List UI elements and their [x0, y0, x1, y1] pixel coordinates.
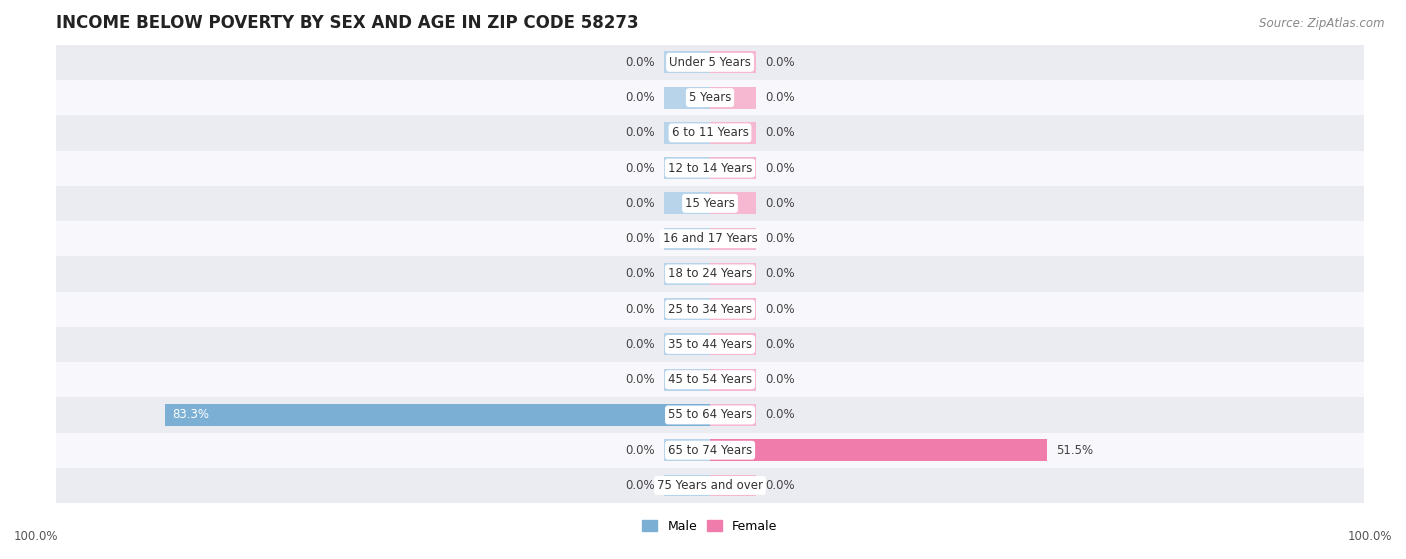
Text: 0.0%: 0.0% [766, 302, 796, 316]
Bar [166, 404, 710, 426]
Text: 65 to 74 Years: 65 to 74 Years [668, 444, 752, 457]
Bar [56, 468, 1364, 503]
Bar [710, 475, 756, 496]
Bar [710, 51, 756, 73]
Bar [664, 228, 710, 249]
Bar [56, 45, 1364, 80]
Bar [56, 292, 1364, 327]
Bar [710, 299, 756, 320]
Text: 0.0%: 0.0% [766, 162, 796, 174]
Text: 12 to 14 Years: 12 to 14 Years [668, 162, 752, 174]
Text: 0.0%: 0.0% [624, 126, 654, 139]
Text: 5 Years: 5 Years [689, 91, 731, 104]
Text: 0.0%: 0.0% [766, 91, 796, 104]
Bar [710, 439, 1046, 461]
Bar [664, 475, 710, 496]
Text: 18 to 24 Years: 18 to 24 Years [668, 267, 752, 281]
Text: 0.0%: 0.0% [624, 232, 654, 245]
Bar [710, 87, 756, 108]
Text: 0.0%: 0.0% [766, 126, 796, 139]
Bar [56, 115, 1364, 150]
Text: 100.0%: 100.0% [1347, 530, 1392, 543]
Text: 0.0%: 0.0% [624, 338, 654, 351]
Legend: Male, Female: Male, Female [637, 515, 783, 538]
Text: 0.0%: 0.0% [624, 197, 654, 210]
Bar [710, 157, 756, 179]
Text: 0.0%: 0.0% [624, 267, 654, 281]
Text: 0.0%: 0.0% [766, 56, 796, 69]
Bar [56, 150, 1364, 186]
Text: 0.0%: 0.0% [624, 56, 654, 69]
Bar [56, 80, 1364, 115]
Bar [710, 334, 756, 356]
Bar [664, 157, 710, 179]
Text: 100.0%: 100.0% [14, 530, 59, 543]
Bar [710, 122, 756, 144]
Text: 0.0%: 0.0% [766, 197, 796, 210]
Bar [664, 192, 710, 214]
Text: 51.5%: 51.5% [1056, 444, 1094, 457]
Bar [56, 397, 1364, 433]
Bar [56, 362, 1364, 397]
Text: 0.0%: 0.0% [624, 479, 654, 492]
Text: 0.0%: 0.0% [624, 162, 654, 174]
Bar [56, 327, 1364, 362]
Bar [664, 122, 710, 144]
Text: 0.0%: 0.0% [766, 409, 796, 421]
Bar [664, 263, 710, 285]
Bar [710, 369, 756, 391]
Text: 6 to 11 Years: 6 to 11 Years [672, 126, 748, 139]
Text: 45 to 54 Years: 45 to 54 Years [668, 373, 752, 386]
Text: 0.0%: 0.0% [766, 338, 796, 351]
Bar [664, 439, 710, 461]
Text: 0.0%: 0.0% [766, 373, 796, 386]
Text: 0.0%: 0.0% [766, 479, 796, 492]
Text: 35 to 44 Years: 35 to 44 Years [668, 338, 752, 351]
Bar [710, 404, 756, 426]
Text: 75 Years and over: 75 Years and over [657, 479, 763, 492]
Text: 0.0%: 0.0% [766, 267, 796, 281]
Text: 0.0%: 0.0% [624, 373, 654, 386]
Text: Under 5 Years: Under 5 Years [669, 56, 751, 69]
Bar [56, 256, 1364, 292]
Bar [664, 299, 710, 320]
Text: 83.3%: 83.3% [172, 409, 209, 421]
Text: 55 to 64 Years: 55 to 64 Years [668, 409, 752, 421]
Text: INCOME BELOW POVERTY BY SEX AND AGE IN ZIP CODE 58273: INCOME BELOW POVERTY BY SEX AND AGE IN Z… [56, 14, 638, 32]
Bar [56, 221, 1364, 256]
Bar [710, 192, 756, 214]
Bar [664, 334, 710, 356]
Text: 15 Years: 15 Years [685, 197, 735, 210]
Bar [56, 433, 1364, 468]
Bar [664, 369, 710, 391]
Text: Source: ZipAtlas.com: Source: ZipAtlas.com [1260, 17, 1385, 30]
Bar [710, 263, 756, 285]
Text: 16 and 17 Years: 16 and 17 Years [662, 232, 758, 245]
Bar [56, 186, 1364, 221]
Text: 0.0%: 0.0% [624, 91, 654, 104]
Text: 25 to 34 Years: 25 to 34 Years [668, 302, 752, 316]
Bar [710, 228, 756, 249]
Bar [664, 87, 710, 108]
Text: 0.0%: 0.0% [624, 444, 654, 457]
Text: 0.0%: 0.0% [766, 232, 796, 245]
Text: 0.0%: 0.0% [624, 302, 654, 316]
Bar [664, 51, 710, 73]
